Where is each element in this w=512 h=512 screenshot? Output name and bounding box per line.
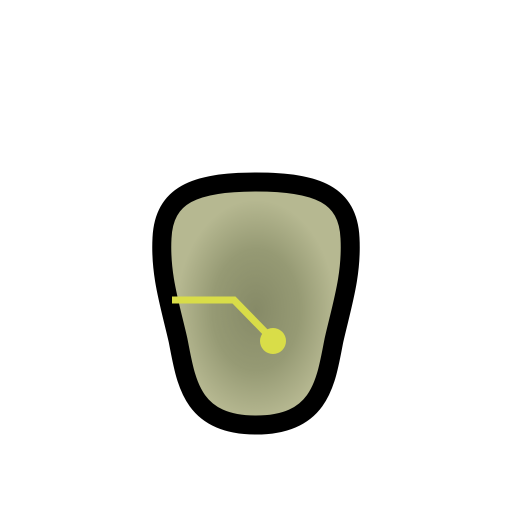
- blob-body: [152, 172, 360, 435]
- connector-dot: [260, 328, 286, 354]
- connector-line: [172, 296, 275, 342]
- blob-figure: [152, 172, 360, 435]
